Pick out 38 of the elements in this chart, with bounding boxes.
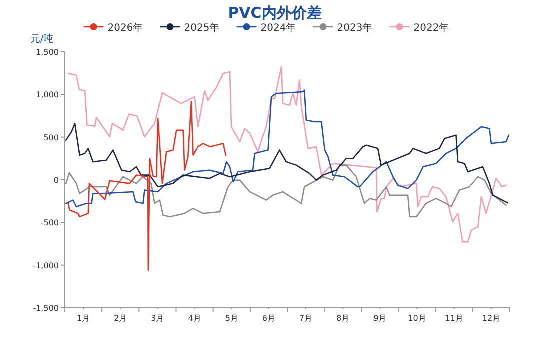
legend-label: 2025年 — [184, 22, 220, 34]
legend-label: 2026年 — [108, 22, 144, 34]
x-tick-label: 1月 — [76, 314, 90, 323]
y-tick-label: 500 — [44, 133, 59, 142]
xtick: 2月 — [114, 308, 128, 323]
x-tick-label: 6月 — [262, 314, 276, 323]
y-tick-label: -500 — [40, 218, 59, 228]
x-tick-label: 7月 — [299, 314, 313, 323]
xtick: 11月 — [445, 308, 464, 323]
y-tick-label: 1,000 — [36, 90, 59, 100]
x-tick-label: 4月 — [188, 314, 202, 323]
x-tick-label: 12月 — [482, 314, 501, 323]
xtick: 8月 — [336, 308, 350, 323]
x-tick-label: 2月 — [114, 314, 128, 323]
y-tick-label: 0 — [54, 176, 59, 185]
legend-label: 2023年 — [337, 22, 373, 34]
xtick: 7月 — [300, 308, 313, 323]
x-tick-label: 5月 — [225, 314, 238, 323]
x-tick-label: 11月 — [445, 314, 464, 323]
chart-title: PVC内外价差 — [228, 4, 322, 22]
x-tick-label: 3月 — [151, 314, 164, 323]
y-tick-label: -1,000 — [33, 261, 59, 270]
x-tick-label: 8月 — [336, 314, 350, 323]
xtick: 5月 — [225, 308, 238, 323]
x-tick-label: 10月 — [408, 314, 426, 323]
legend-label: 2024年 — [260, 22, 296, 34]
xtick: 10月 — [408, 308, 426, 323]
xtick: 4月 — [188, 308, 202, 323]
legend-label: 2022年 — [414, 22, 450, 34]
xtick: 6月 — [262, 308, 276, 323]
xtick: 12月 — [482, 308, 501, 323]
xtick: 3月 — [151, 308, 164, 323]
y-axis-title: 元/吨 — [30, 33, 54, 45]
xtick: 1月 — [77, 308, 90, 323]
y-tick-label: 1,500 — [36, 48, 59, 57]
y-tick-label: -1,500 — [33, 304, 59, 313]
x-tick-label: 9月 — [374, 314, 387, 323]
xtick: 9月 — [374, 308, 387, 323]
